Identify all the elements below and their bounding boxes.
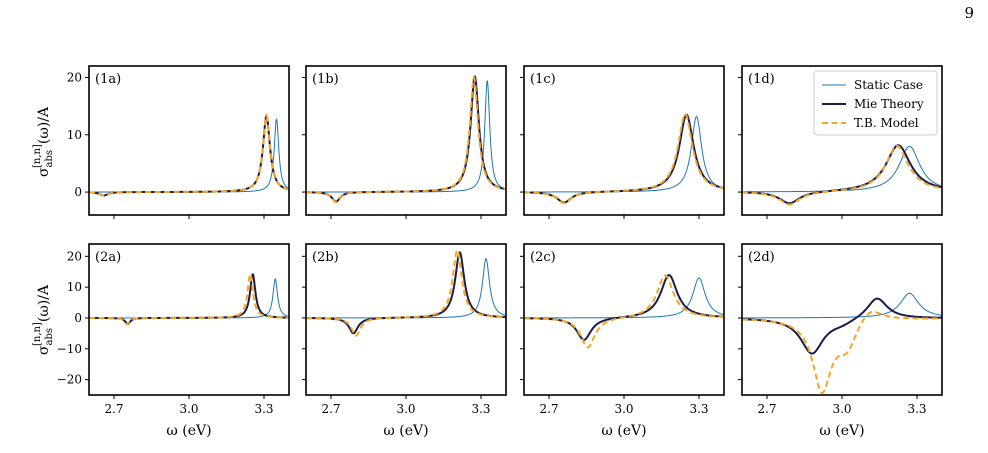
mie-theory-line xyxy=(89,113,289,197)
legend-tb-model-label: T.B. Model xyxy=(854,116,919,130)
x-tick-label: 3.0 xyxy=(832,402,851,416)
y-tick-label: 10 xyxy=(67,280,82,294)
panel-1b: (1b) xyxy=(302,65,507,219)
x-axis-label: ω (eV) xyxy=(819,423,864,439)
x-tick-label: 3.3 xyxy=(254,402,273,416)
x-tick-label: 3.3 xyxy=(907,402,926,416)
y-tick-label: −20 xyxy=(57,373,82,387)
tb-model-line xyxy=(524,113,724,205)
panel-2b: (2b) 2.7 3.0 3.3 ω (eV) xyxy=(302,243,507,439)
y-axis-label-row2: σabs[n,n](ω)/A xyxy=(32,284,55,355)
mie-theory-line xyxy=(742,144,942,205)
panel-2a: (2a) 2.7 3.0 3.3 −20 −10 0 10 20 ω (eV) xyxy=(57,243,290,439)
y-tick-label: 20 xyxy=(67,249,82,263)
static-case-line xyxy=(742,145,942,193)
tb-model-line xyxy=(524,274,724,349)
tb-model-line xyxy=(742,144,942,206)
y-axis-label-row1: σabs[n,n](ω)/A xyxy=(32,106,55,177)
panel-1a: (1a) 0 10 20 xyxy=(67,65,290,219)
tb-model-line xyxy=(742,310,942,395)
y-tick-label: 0 xyxy=(74,311,82,325)
panel-label: (2b) xyxy=(312,250,339,265)
x-tick-label: 3.0 xyxy=(614,402,633,416)
x-tick-label: 2.7 xyxy=(757,402,776,416)
panel-label: (1d) xyxy=(748,72,775,87)
panel-2c: (2c) 2.7 3.0 3.3 ω (eV) xyxy=(520,243,725,439)
legend-mie-theory-label: Mie Theory xyxy=(854,97,924,111)
static-case-line xyxy=(742,292,942,319)
tb-model-line xyxy=(89,113,289,197)
x-tick-label: 2.7 xyxy=(539,402,558,416)
panel-1d: (1d) Static Case Mie Theory T.B. Model xyxy=(738,65,943,219)
x-tick-label: 3.3 xyxy=(471,402,490,416)
panel-label: (2d) xyxy=(748,250,775,265)
panel-label: (2a) xyxy=(95,250,121,265)
tb-model-line xyxy=(89,273,289,326)
y-tick-label: 10 xyxy=(67,128,82,142)
y-tick-label: 0 xyxy=(74,185,82,199)
page-number: 9 xyxy=(964,4,974,22)
panel-frame xyxy=(741,243,943,396)
legend-static-case-label: Static Case xyxy=(854,78,923,92)
x-tick-label: 2.7 xyxy=(321,402,340,416)
panel-2d: (2d) 2.7 3.0 3.3 ω (eV) xyxy=(738,243,943,439)
static-case-line xyxy=(89,118,289,193)
panel-frame xyxy=(523,65,725,216)
tb-model-line xyxy=(306,249,506,337)
panel-label: (2c) xyxy=(530,250,556,265)
panel-label: (1c) xyxy=(530,72,556,87)
x-tick-label: 3.3 xyxy=(689,402,708,416)
x-axis-label: ω (eV) xyxy=(166,423,211,439)
tb-model-line xyxy=(306,75,506,204)
y-tick-label: 20 xyxy=(67,70,82,84)
x-axis-label: ω (eV) xyxy=(601,423,646,439)
mie-theory-line xyxy=(524,274,724,341)
x-tick-label: 3.0 xyxy=(179,402,198,416)
panel-label: (1b) xyxy=(312,72,339,87)
x-tick-label: 3.0 xyxy=(396,402,415,416)
legend: Static Case Mie Theory T.B. Model xyxy=(813,70,938,136)
panel-label: (1a) xyxy=(95,72,121,87)
static-case-line xyxy=(306,257,506,319)
x-axis-label: ω (eV) xyxy=(383,423,428,439)
y-tick-label: −10 xyxy=(57,342,82,356)
mie-theory-line xyxy=(742,297,942,355)
x-tick-label: 2.7 xyxy=(104,402,123,416)
legend-box xyxy=(813,70,938,136)
panel-1c: (1c) xyxy=(520,65,725,219)
